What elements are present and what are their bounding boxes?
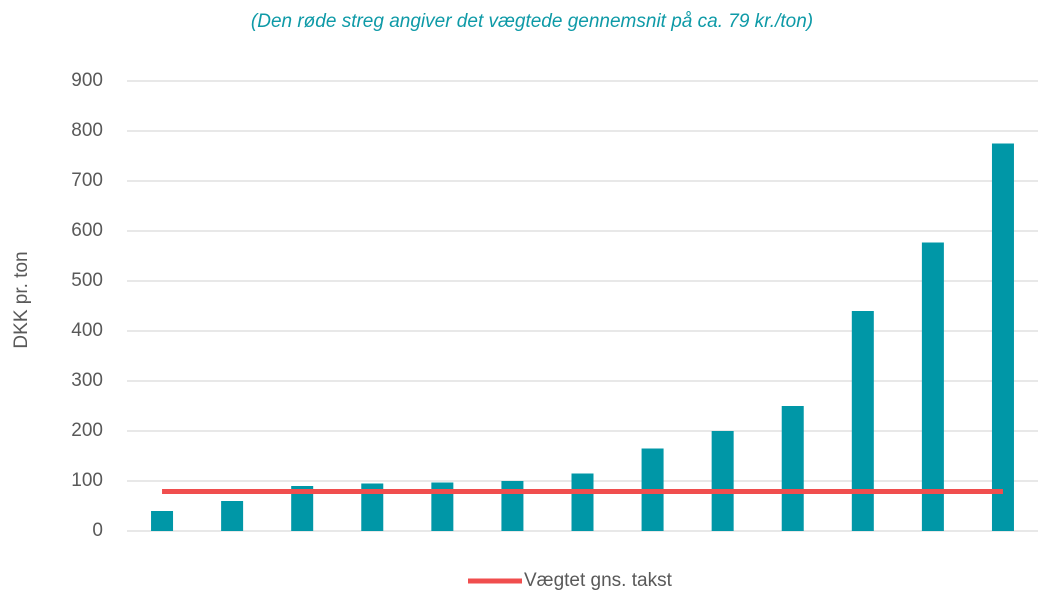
bar [151,511,174,531]
y-tick-label: 400 [71,320,103,341]
y-tick-label: 900 [71,70,103,91]
bar [781,406,804,531]
y-tick-label: 100 [71,470,103,491]
y-tick-label: 700 [71,170,103,191]
bar [501,481,524,531]
y-tick-label: 300 [71,370,103,391]
y-tick-label: 600 [71,220,103,241]
y-axis-label: DKK pr. ton [11,251,32,348]
bar [921,242,944,531]
bar [991,143,1014,531]
legend-label: Vægtet gns. takst [524,570,673,591]
chart-title: (Den røde streg angiver det vægtede genn… [251,11,813,32]
y-tick-label: 200 [71,420,103,441]
y-tick-label: 500 [71,270,103,291]
bar [711,431,734,531]
bar [851,311,874,531]
bar [291,486,314,531]
bar [221,501,244,531]
bar [361,483,384,531]
y-tick-label: 800 [71,120,103,141]
y-tick-label: 0 [92,520,103,541]
bar [571,473,594,531]
bar [431,482,454,531]
